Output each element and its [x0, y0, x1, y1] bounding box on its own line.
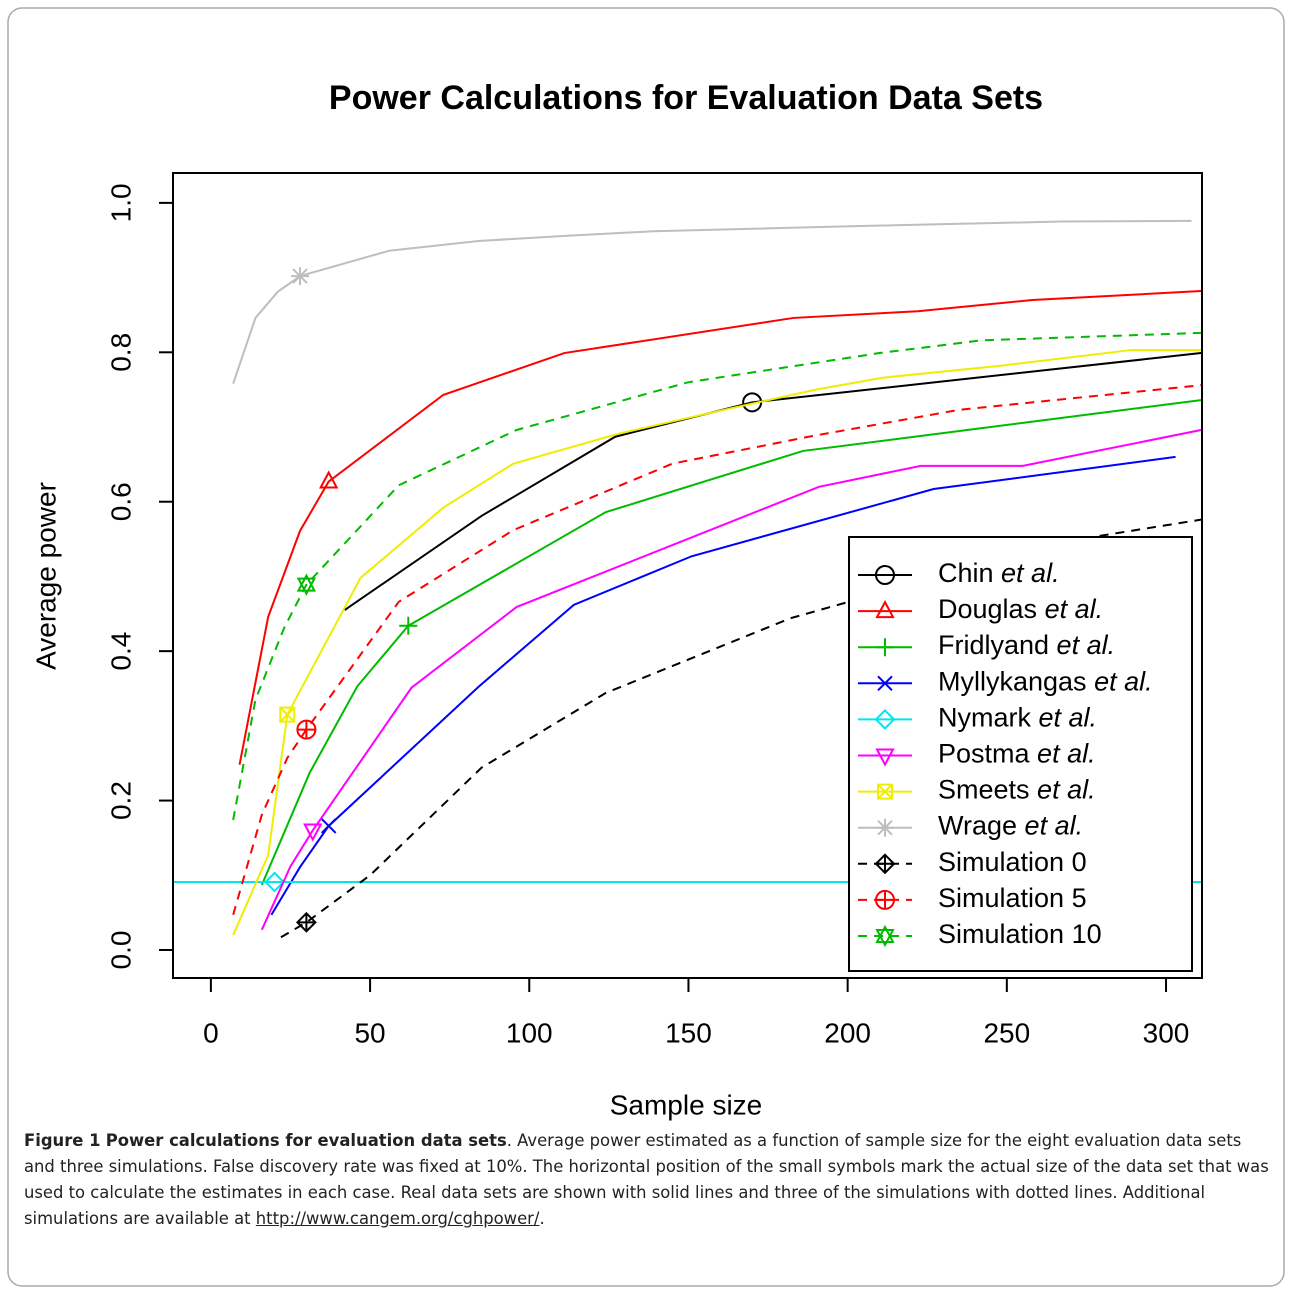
legend-label: Simulation 5 [938, 883, 1087, 913]
y-tick-label: 0.4 [105, 632, 136, 671]
legend-marker [874, 708, 896, 730]
y-axis-label: Average power [30, 482, 61, 670]
series-marker [320, 818, 337, 834]
series-marker [399, 616, 418, 635]
x-axis-label: Sample size [610, 1089, 763, 1120]
caption-link[interactable]: http://www.cangem.org/cghpower/ [255, 1209, 540, 1228]
legend-marker [877, 783, 893, 800]
legend-marker [875, 748, 895, 767]
series-marker [264, 871, 285, 893]
y-tick-label: 0.8 [105, 333, 136, 372]
x-tick-label: 100 [506, 1017, 553, 1048]
legend-marker [875, 889, 896, 910]
series-line [260, 429, 1202, 931]
caption: Figure 1 Power calculations for evaluati… [24, 1128, 1274, 1232]
legend-label: Simulation 0 [938, 847, 1087, 877]
legend-label: Fridlyand et al. [938, 630, 1115, 660]
series-line [232, 219, 1192, 385]
y-tick-label: 0.0 [105, 931, 136, 970]
x-tick-label: 300 [1143, 1017, 1190, 1048]
x-tick-label: 200 [824, 1017, 871, 1048]
legend-label: Nymark et al. [938, 703, 1097, 733]
legend-label: Myllykangas et al. [938, 666, 1153, 696]
x-tick-label: 0 [203, 1017, 219, 1048]
legend-marker [877, 675, 893, 692]
series-marker [296, 573, 317, 596]
series-marker [291, 267, 310, 286]
x-tick-label: 150 [665, 1017, 712, 1048]
frame [7, 7, 1285, 1287]
series-line [344, 352, 1202, 611]
legend-label: Postma et al. [938, 739, 1096, 769]
legend-label: Wrage et al. [938, 811, 1083, 841]
y-tick-label: 0.6 [105, 482, 136, 521]
series-line [280, 518, 1202, 939]
series-marker [303, 823, 323, 842]
series-marker [296, 719, 317, 740]
caption-label: Figure 1 [24, 1131, 101, 1150]
legend-marker [875, 599, 895, 619]
legend-marker [874, 853, 896, 875]
x-tick-label: 50 [354, 1017, 385, 1048]
caption-end: . [539, 1209, 545, 1228]
series-marker [295, 911, 317, 933]
chart-title: Power Calculations for Evaluation Data S… [329, 79, 1043, 117]
series-line [232, 384, 1202, 916]
legend-label: Simulation 10 [938, 919, 1102, 949]
legend-marker [876, 818, 894, 837]
caption-title: Power calculations for evaluation data s… [105, 1131, 507, 1150]
x-tick-label: 250 [983, 1017, 1030, 1048]
series-marker [319, 470, 339, 489]
plot-lines [173, 219, 1202, 939]
series-marker [279, 706, 296, 723]
caption-text: . Average power estimated as a function … [24, 1131, 1269, 1228]
legend-marker [875, 924, 895, 948]
series-line [232, 331, 1202, 821]
series-line [238, 290, 1202, 765]
legend-marker [876, 638, 894, 657]
series-line [270, 455, 1176, 916]
legend-label: Douglas et al. [938, 594, 1103, 624]
legend-box [848, 536, 1193, 972]
legend-marker [875, 565, 896, 585]
y-tick-label: 1.0 [105, 183, 136, 222]
legend-label: Chin et al. [938, 558, 1060, 588]
legend-label: Smeets et al. [938, 775, 1096, 805]
y-tick-label: 0.2 [105, 781, 136, 820]
